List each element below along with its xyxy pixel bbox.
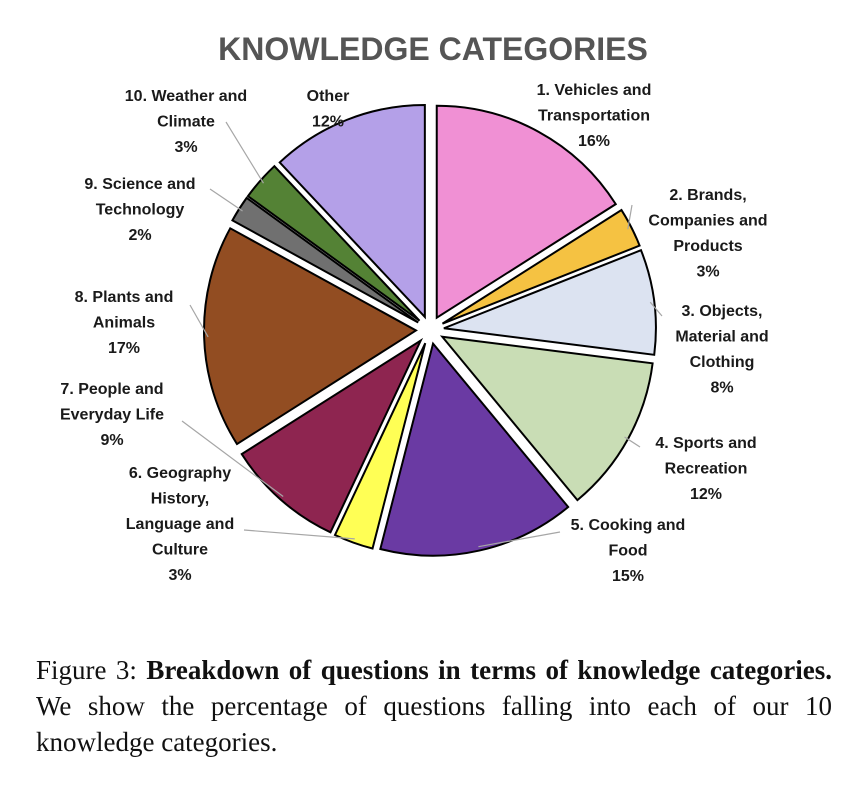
slice-label-line: 8. Plants and: [75, 289, 174, 306]
slice-label-line: 10. Weather and: [125, 88, 247, 105]
pie-chart: KNOWLEDGE CATEGORIES 1. Vehicles and Tran…: [60, 31, 769, 585]
slice-label-7: 7. People and Everyday Life 9%: [60, 381, 164, 449]
slice-label-line: Clothing: [690, 354, 755, 371]
slice-label-line: 8%: [710, 380, 733, 397]
pie-slice-6: [333, 342, 427, 550]
slice-label-9: 9. Science and Technology 2%: [84, 176, 195, 244]
figure-caption: Figure 3: Breakdown of questions in term…: [36, 652, 832, 760]
slice-label-line: 12%: [312, 114, 344, 131]
slice-label-10: 10. Weather and Climate 3%: [125, 88, 247, 156]
slice-label-line: Material and: [675, 329, 768, 346]
leader-line-2: [627, 204, 633, 230]
pie-slice-5: [379, 341, 570, 557]
slice-label-1: 1. Vehicles and Transportation 16%: [537, 82, 652, 150]
slice-label-line: 3%: [168, 567, 191, 584]
leader-line-5: [478, 531, 561, 548]
pie-slice-1: [435, 104, 618, 320]
leader-line-10: [225, 121, 264, 184]
slice-label-line: Food: [608, 543, 647, 560]
leader-line-8: [189, 304, 209, 338]
slice-label-line: 16%: [578, 133, 610, 150]
pie-slice-8: [203, 226, 418, 446]
slice-label-line: Climate: [157, 114, 215, 131]
slice-label-2: 2. Brands, Companies and Products 3%: [648, 187, 767, 281]
pie-slices: [203, 103, 657, 557]
pie-slice-11: [278, 103, 426, 320]
slice-label-line: Products: [673, 238, 742, 255]
slice-label-line: 6. Geography: [129, 465, 231, 482]
slice-label-line: Technology: [96, 202, 185, 219]
pie-slice-7: [240, 337, 424, 534]
leader-line-3: [649, 301, 663, 317]
slice-label-line: 5. Cooking and: [571, 517, 686, 534]
slice-label-line: Companies and: [648, 213, 767, 230]
slice-label-line: Recreation: [665, 461, 748, 478]
slice-label-line: Culture: [152, 542, 208, 559]
slice-labels: 1. Vehicles and Transportation 16% 2. Brand…: [60, 82, 769, 585]
slice-label-line: 7. People and: [60, 381, 163, 398]
slice-label-line: Everyday Life: [60, 407, 164, 424]
slice-label-11: Other 12%: [307, 88, 350, 131]
slice-label-8: 8. Plants and Animals 17%: [75, 289, 174, 357]
slice-label-line: 3%: [696, 264, 719, 281]
slice-label-line: 17%: [108, 340, 140, 357]
slice-label-4: 4. Sports and Recreation 12%: [655, 435, 756, 503]
pie-slice-10: [246, 164, 421, 322]
leader-line-6: [243, 529, 355, 540]
slice-label-line: 1. Vehicles and: [537, 82, 652, 99]
caption-prefix: Figure 3:: [36, 655, 147, 685]
slice-label-6: 6. Geography History, Language and Culture 3…: [126, 465, 234, 584]
slice-label-line: 12%: [690, 486, 722, 503]
leader-lines: [181, 121, 663, 548]
slice-label-line: Transportation: [538, 108, 650, 125]
slice-label-line: 9. Science and: [84, 176, 195, 193]
slice-label-3: 3. Objects, Material and Clothing 8%: [675, 303, 768, 397]
slice-label-line: Language and: [126, 516, 234, 533]
caption-bold: Breakdown of questions in terms of knowl…: [146, 655, 833, 685]
slice-label-line: 2. Brands,: [669, 187, 746, 204]
pie-slice-2: [441, 208, 641, 325]
leader-line-9: [209, 188, 243, 212]
slice-label-line: 3. Objects,: [682, 303, 763, 320]
slice-label-line: 9%: [100, 432, 123, 449]
slice-label-line: 4. Sports and: [655, 435, 756, 452]
slice-label-line: 2%: [128, 227, 151, 244]
caption-rest: We show the percentage of questions fall…: [36, 691, 832, 757]
chart-title: KNOWLEDGE CATEGORIES: [218, 31, 648, 67]
leader-line-4: [624, 436, 641, 448]
slice-label-line: Other: [307, 88, 350, 105]
leader-line-7: [181, 420, 284, 498]
slice-label-line: Animals: [93, 315, 155, 332]
pie-slice-3: [443, 248, 657, 356]
slice-label-5: 5. Cooking and Food 15%: [571, 517, 686, 585]
slice-label-line: 3%: [174, 139, 197, 156]
slice-label-line: 15%: [612, 568, 644, 585]
slice-label-line: History,: [151, 491, 209, 508]
